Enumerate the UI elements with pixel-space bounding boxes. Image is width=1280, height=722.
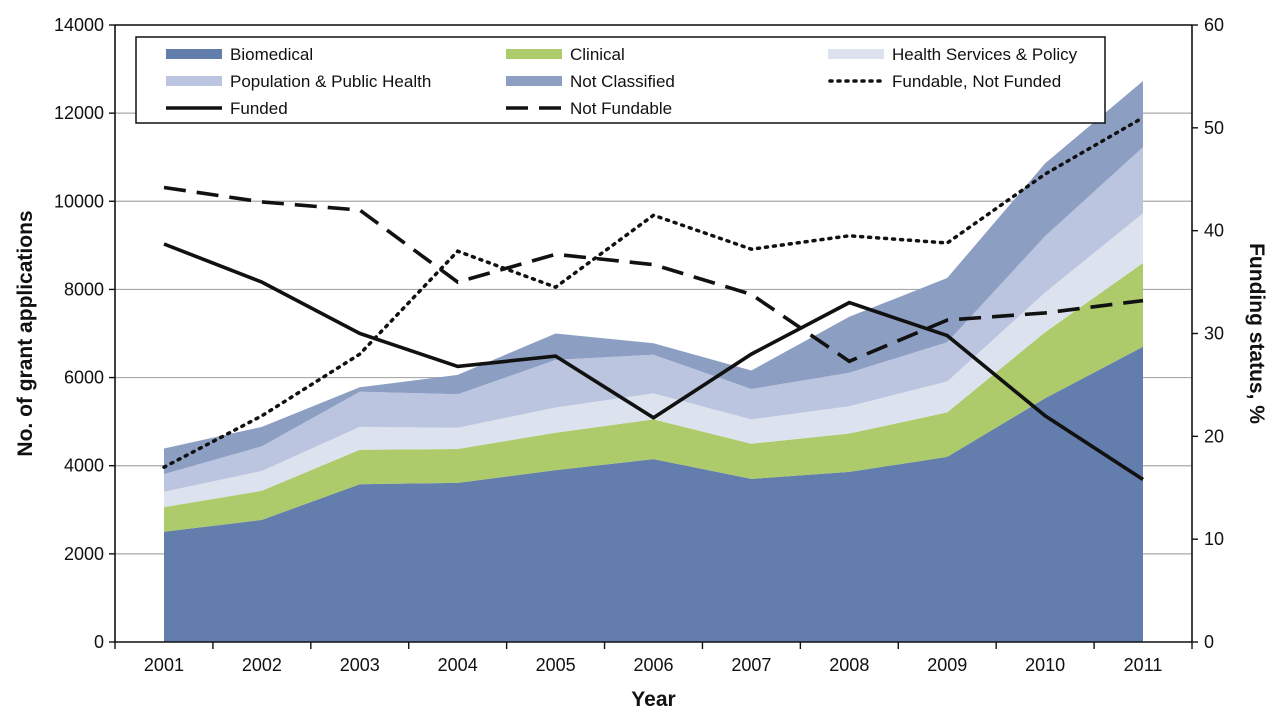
y-left-tick-label: 0 [94, 632, 104, 652]
x-tick-label: 2005 [536, 655, 576, 675]
y-left-tick-label: 14000 [54, 15, 104, 35]
y-left-tick-label: 2000 [64, 544, 104, 564]
legend: Biomedical Clinical Health Services & Poli… [135, 36, 1106, 124]
y-left-tick-label: 10000 [54, 191, 104, 211]
legend-not-classified-entry: Not Classified [506, 72, 675, 91]
area-population-public-health [164, 147, 1143, 492]
area-clinical [164, 263, 1143, 532]
y-right-tick-label: 10 [1204, 529, 1224, 549]
x-tick-label: 2002 [242, 655, 282, 675]
legend-biomedical-entry: Biomedical [166, 45, 313, 64]
x-tick-label: 2009 [927, 655, 967, 675]
x-tick-label: 2001 [144, 655, 184, 675]
line-not-fundable [163, 185, 1144, 364]
y-right-tick-label: 30 [1204, 324, 1224, 344]
legend-clinical-swatch [506, 49, 562, 59]
legend-not-classified-swatch [506, 76, 562, 86]
legend-population-public-health-swatch [166, 76, 222, 86]
status-lines [162, 115, 1145, 482]
area-not-classified [164, 81, 1143, 475]
legend-fundable-not-funded-label: Fundable, Not Funded [892, 72, 1061, 91]
legend-not-classified-label: Not Classified [570, 72, 675, 91]
axes: 0 2000 4000 6000 8000 10000 12000 14000 0 10 20 30 4… [54, 15, 1224, 675]
legend-not-fundable-label: Not Fundable [570, 99, 672, 118]
legend-fundable-not-funded-entry: Fundable, Not Funded [828, 72, 1061, 91]
y-axis-right-title: Funding status, % [1245, 243, 1268, 424]
legend-population-public-health-label: Population & Public Health [230, 72, 431, 91]
y-right-tick-label: 40 [1204, 221, 1224, 241]
x-tick-label: 2010 [1025, 655, 1065, 675]
y-left-tick-label: 6000 [64, 368, 104, 388]
legend-funded-label: Funded [230, 99, 288, 118]
y-left-tick-label: 8000 [64, 279, 104, 299]
x-tick-label: 2007 [731, 655, 771, 675]
legend-health-services-policy-label: Health Services & Policy [892, 45, 1078, 64]
y-right-tick-label: 0 [1204, 632, 1214, 652]
legend-biomedical-swatch [166, 49, 222, 59]
x-tick-label: 2008 [829, 655, 869, 675]
y-left-tick-label: 4000 [64, 456, 104, 476]
legend-funded-entry: Funded [166, 99, 288, 118]
y-right-tick-label: 50 [1204, 118, 1224, 138]
area-biomedical [164, 346, 1143, 642]
x-tick-label: 2011 [1124, 655, 1163, 675]
stacked-areas [164, 81, 1143, 642]
y-right-tick-label: 60 [1204, 15, 1224, 35]
legend-clinical-entry: Clinical [506, 45, 625, 64]
legend-clinical-label: Clinical [570, 45, 625, 64]
line-funded [163, 242, 1144, 482]
legend-biomedical-label: Biomedical [230, 45, 313, 64]
x-tick-label: 2003 [340, 655, 380, 675]
legend-health-services-policy-swatch [828, 49, 884, 59]
legend-not-fundable-entry: Not Fundable [506, 99, 672, 118]
y-left-tick-label: 12000 [54, 103, 104, 123]
line-fundable-not-funded [162, 115, 1145, 469]
x-axis-title: Year [631, 688, 675, 711]
legend-population-public-health-entry: Population & Public Health [166, 72, 431, 91]
x-tick-label: 2006 [633, 655, 673, 675]
x-tick-label: 2004 [438, 655, 478, 675]
y-right-tick-label: 20 [1204, 426, 1224, 446]
legend-health-services-policy-entry: Health Services & Policy [828, 45, 1078, 64]
legend-box [135, 36, 1106, 124]
y-axis-left-title: No. of grant applications [14, 210, 37, 456]
area-health-services-policy [164, 213, 1143, 508]
